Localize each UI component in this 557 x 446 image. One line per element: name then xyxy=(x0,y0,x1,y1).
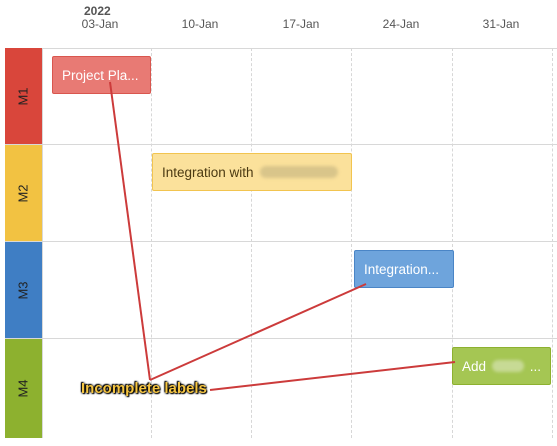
row-label-text: M1 xyxy=(16,86,31,106)
task-label: Integration... xyxy=(364,261,440,277)
grid-line xyxy=(552,48,553,438)
date-tick: 17-Jan xyxy=(282,17,320,31)
grid-line xyxy=(42,48,43,438)
date-tick: 10-Jan xyxy=(181,17,219,31)
timeline-header: 2022 03-Jan 10-Jan 17-Jan 24-Jan 31-Jan xyxy=(0,0,557,48)
grid-line xyxy=(351,48,352,438)
row-label-m2[interactable]: M2 xyxy=(5,145,42,241)
row-label-text: M3 xyxy=(16,280,31,300)
row-label-text: M2 xyxy=(16,183,31,203)
task-label: Add xyxy=(462,358,487,374)
row-label-m4[interactable]: M4 xyxy=(5,339,42,438)
task-bar-add[interactable]: Add ... xyxy=(452,347,551,385)
task-bar-integration-with[interactable]: Integration with xyxy=(152,153,352,191)
row-m3: M3 xyxy=(5,242,557,339)
date-tick: 24-Jan xyxy=(382,17,420,31)
row-label-text: M4 xyxy=(16,379,31,398)
date-tick: 31-Jan xyxy=(482,17,520,31)
task-label: Project Pla... xyxy=(62,67,139,83)
grid-line xyxy=(151,48,152,438)
date-tick: 03-Jan xyxy=(81,17,119,31)
row-label-m1[interactable]: M1 xyxy=(5,48,42,144)
grid-line xyxy=(251,48,252,438)
annotation-label: Incomplete labels xyxy=(81,380,207,397)
redacted-text xyxy=(259,166,338,178)
row-label-m3[interactable]: M3 xyxy=(5,242,42,338)
task-bar-project-plan[interactable]: Project Pla... xyxy=(52,56,151,94)
row-m2: M2 xyxy=(5,145,557,242)
year-label: 2022 xyxy=(84,4,111,18)
row-m1: M1 xyxy=(5,48,557,145)
task-label: Integration with xyxy=(162,164,254,180)
task-bar-integration[interactable]: Integration... xyxy=(354,250,454,288)
task-label-ellipsis: ... xyxy=(529,358,541,374)
row-m4: M4 xyxy=(5,339,557,438)
redacted-text xyxy=(492,360,524,372)
grid-top-line xyxy=(5,48,557,49)
grid-line xyxy=(452,48,453,438)
gantt-grid: M1 M2 M3 M4 xyxy=(0,48,557,438)
